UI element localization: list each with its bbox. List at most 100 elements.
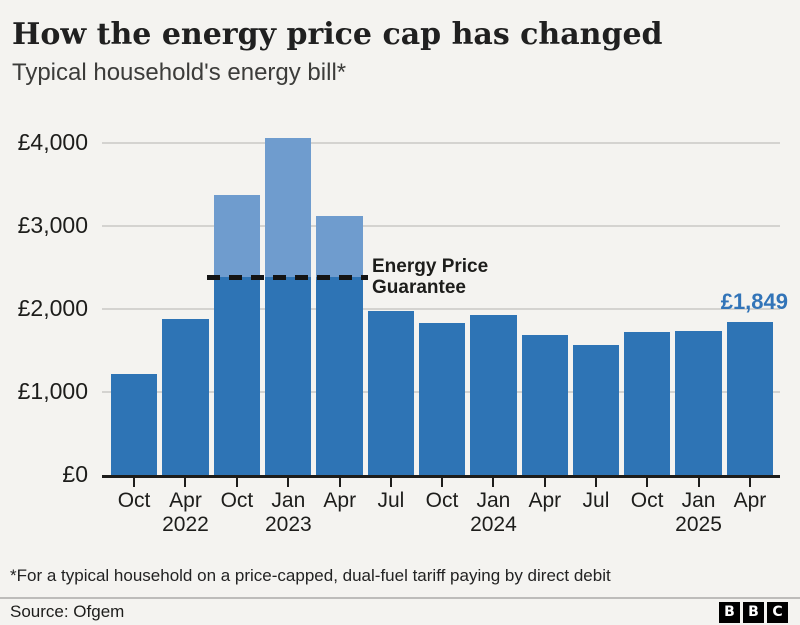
x-tick-label-year <box>727 513 773 537</box>
x-axis: Oct Apr 2022 Oct Jan 2023 Apr Jul Oct Jan 2024 Apr J… <box>111 478 773 537</box>
bar-segment <box>111 374 158 475</box>
x-tick <box>594 478 597 487</box>
bar-Jan2023 <box>264 138 312 475</box>
x-tick-label-month: Apr <box>169 489 202 512</box>
source-credit: Source: Ofgem <box>10 602 125 621</box>
bar-Oct <box>111 374 158 475</box>
bar-Apr <box>726 322 774 475</box>
bar-Oct <box>624 332 671 475</box>
x-tick-label-year <box>573 513 619 537</box>
x-tick-group: Jan 2025 <box>675 478 722 537</box>
x-tick <box>184 478 187 487</box>
x-tick-group: Apr 2022 <box>162 478 209 537</box>
x-tick-label-year <box>419 513 465 537</box>
bar-segment-above-guarantee <box>213 195 260 277</box>
bbc-logo-letter: C <box>767 601 788 623</box>
x-tick-label-month: Oct <box>220 489 254 512</box>
bar-segment-above-guarantee <box>264 138 312 277</box>
x-tick-label-year <box>624 513 670 537</box>
bar-Jan2024 <box>470 315 517 475</box>
x-tick-label-month: Apr <box>323 489 357 512</box>
x-tick-label-month: Jul <box>582 489 610 512</box>
x-tick-label-year: 2022 <box>162 513 209 536</box>
bar-segment <box>264 277 312 475</box>
guarantee-label: Energy Price Guarantee <box>372 256 489 299</box>
gridline-2000 <box>102 308 780 310</box>
y-tick-label: £1,000 <box>17 378 88 404</box>
x-tick-label-year <box>111 513 157 537</box>
x-tick-label-year <box>522 513 568 537</box>
x-tick <box>646 478 649 487</box>
x-tick-label-month: Apr <box>528 489 562 512</box>
x-tick-label-month: Jan <box>681 489 716 512</box>
x-tick-group: Jan 2023 <box>265 478 312 537</box>
x-tick-label-month: Jan <box>271 489 306 512</box>
bar-Apr2022 <box>162 319 209 475</box>
x-tick <box>697 478 700 487</box>
bar-Apr <box>521 335 568 475</box>
x-tick-label-month: Oct <box>425 489 459 512</box>
bar-segment <box>213 277 260 475</box>
x-tick <box>748 478 751 487</box>
x-tick-label-year <box>368 513 414 537</box>
x-tick-label-month: Apr <box>733 489 767 512</box>
y-tick-label: £0 <box>62 461 88 487</box>
source-row: Source: Ofgem B B C <box>10 601 788 623</box>
y-tick-label: £4,000 <box>17 129 88 155</box>
x-tick-label-year: 2023 <box>264 513 312 536</box>
bar-segment <box>675 331 722 475</box>
bbc-logo-letter: B <box>719 601 740 623</box>
gridline-3000 <box>102 225 780 227</box>
bar-segment <box>367 311 414 475</box>
plot-area: Energy Price Guarantee £1,849 <box>102 130 788 478</box>
y-tick-label: £2,000 <box>17 295 88 321</box>
bbc-logo-letter: B <box>743 601 764 623</box>
x-tick <box>389 478 392 487</box>
chart-title: How the energy price cap has changed <box>12 17 663 52</box>
y-axis-labels: £0 £1,000 £2,000 £3,000 £4,000 <box>0 129 88 487</box>
footnote: *For a typical household on a price-capp… <box>10 566 611 585</box>
bar-segment <box>726 322 774 475</box>
bar-segment <box>418 323 466 475</box>
bar-segment-above-guarantee <box>316 216 363 277</box>
bar-Jul <box>367 311 414 475</box>
footer-divider <box>0 597 800 599</box>
x-tick <box>287 478 290 487</box>
x-tick <box>133 478 136 487</box>
x-tick <box>441 478 443 487</box>
bar-segment <box>316 277 363 475</box>
x-tick-label-month: Jul <box>377 489 405 512</box>
x-tick-group: Jul <box>368 478 414 537</box>
guarantee-dashed-line <box>207 274 368 280</box>
x-tick-group: Apr <box>727 478 773 537</box>
bar-Oct <box>213 195 260 475</box>
bar-Oct <box>418 323 466 475</box>
x-tick-label-month: Oct <box>630 489 664 512</box>
latest-value-label: £1,849 <box>720 288 788 314</box>
bar-Jul <box>572 345 620 475</box>
x-tick <box>235 478 238 487</box>
x-tick-label-month: Jan <box>476 489 511 512</box>
bar-segment <box>624 332 671 475</box>
bar-Jan2025 <box>675 331 722 475</box>
x-tick-group: Oct <box>624 478 670 537</box>
x-tick-label-year <box>214 513 260 537</box>
x-tick-group: Apr <box>522 478 568 537</box>
bar-Apr <box>316 216 363 475</box>
x-tick-label-year: 2024 <box>470 513 517 536</box>
bar-segment <box>572 345 620 475</box>
x-tick-label-year <box>317 513 363 537</box>
x-tick-group: Oct <box>419 478 465 537</box>
x-tick-label-year: 2025 <box>675 513 722 536</box>
x-tick <box>492 478 495 487</box>
x-tick-group: Oct <box>111 478 157 537</box>
chart-header: How the energy price cap has changed Typ… <box>0 0 800 86</box>
bar-segment <box>521 335 568 475</box>
chart-subtitle: Typical household's energy bill* <box>12 59 347 86</box>
bbc-logo: B B C <box>719 601 788 623</box>
gridline-4000 <box>102 142 780 144</box>
x-tick <box>338 478 341 487</box>
bar-segment <box>470 315 517 475</box>
bar-segment <box>162 319 209 475</box>
